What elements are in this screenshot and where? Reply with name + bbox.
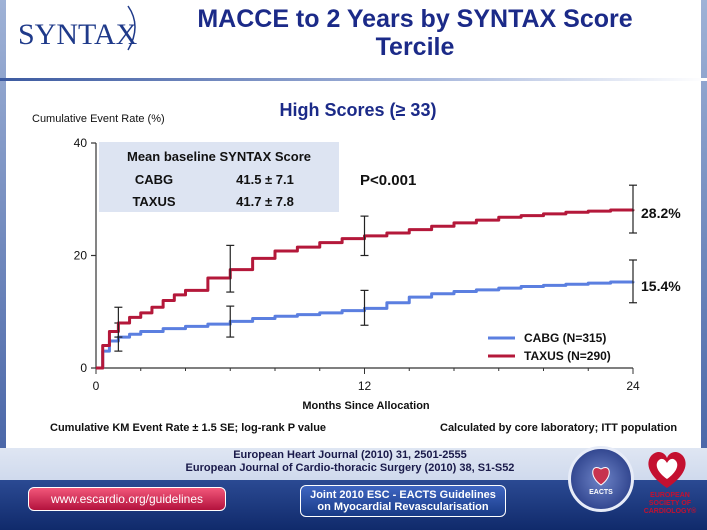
legend-label-taxus: TAXUS (N=290) [524, 349, 611, 363]
series-line-cabg [96, 280, 635, 370]
y-tick-label: 0 [80, 361, 87, 375]
eacts-logo: EACTS [568, 446, 634, 512]
right-border-band [701, 0, 707, 530]
x-axis-label: Months Since Allocation [302, 400, 430, 412]
x-tick-label: 24 [626, 379, 640, 393]
table-row-label: TAXUS [132, 194, 175, 209]
reference-ehj: European Heart Journal (2010) 31, 2501-2… [233, 449, 467, 461]
chart-legend: CABG (N=315) TAXUS (N=290) [488, 331, 611, 363]
y-tick-label: 40 [74, 136, 88, 150]
header-divider [0, 78, 707, 81]
table-row-label: CABG [135, 172, 173, 187]
baseline-score-table: Mean baseline SYNTAX Score CABG 41.5 ± 7… [99, 142, 339, 212]
p-value-label: P<0.001 [360, 172, 416, 189]
chart-title: High Scores (≥ 33) [280, 100, 437, 120]
guideline-title-line2: on Myocardial Revascularisation [317, 501, 489, 513]
y-tick-label: 20 [74, 249, 88, 263]
left-border-band [0, 0, 6, 530]
chart-ticks: 0 20 40 0 12 24 [74, 136, 640, 393]
syntax-logo-text: SYNTAX [18, 18, 138, 51]
journal-references: European Heart Journal (2010) 31, 2501-2… [150, 449, 550, 475]
reference-ejcts: European Journal of Cardio-thoracic Surg… [185, 462, 515, 474]
table-row-value: 41.7 ± 7.8 [236, 194, 294, 209]
x-tick-label: 0 [93, 379, 100, 393]
note-km-event-rate: Cumulative KM Event Rate ± 1.5 SE; log-r… [50, 422, 326, 434]
cabg-end-label: 15.4% [641, 278, 681, 294]
table-title: Mean baseline SYNTAX Score [127, 149, 311, 164]
eacts-heart-icon [592, 467, 610, 486]
x-tick-label: 12 [358, 379, 372, 393]
slide-header: SYNTAX MACCE to 2 Years by SYNTAX Score … [18, 5, 633, 61]
slide-title-line1: MACCE to 2 Years by SYNTAX Score [197, 5, 632, 33]
esc-heart-logo-icon [648, 451, 686, 488]
table-row-value: 41.5 ± 7.1 [236, 172, 294, 187]
guideline-title-line1: Joint 2010 ESC - EACTS Guidelines [310, 489, 496, 501]
y-axis-label: Cumulative Event Rate (%) [32, 113, 165, 125]
joint-guidelines-button[interactable]: Joint 2010 ESC - EACTS Guidelines on Myo… [300, 485, 506, 517]
slide-title-line2: Tercile [376, 33, 455, 61]
esc-label: EUROPEAN SOCIETY OF CARDIOLOGY® [643, 492, 697, 515]
series-line-taxus [96, 208, 635, 370]
table-background [99, 142, 339, 212]
legend-label-cabg: CABG (N=315) [524, 331, 606, 345]
guidelines-url-link[interactable]: www.escardio.org/guidelines [28, 487, 226, 511]
taxus-end-label: 28.2% [641, 205, 681, 221]
km-chart: High Scores (≥ 33) Cumulative Event Rate… [32, 100, 681, 434]
note-core-laboratory: Calculated by core laboratory; ITT popul… [440, 422, 677, 434]
eacts-label: EACTS [589, 489, 613, 496]
series-layer [96, 184, 637, 370]
syntax-logo-arc [127, 5, 136, 51]
